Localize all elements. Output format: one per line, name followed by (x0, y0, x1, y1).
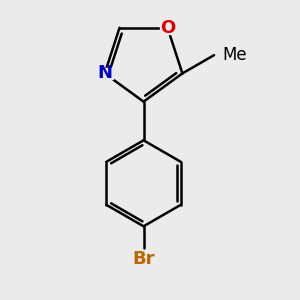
Text: O: O (160, 19, 175, 37)
Bar (160, 22, 175, 34)
Text: Me: Me (223, 46, 247, 64)
Text: Br: Br (132, 250, 155, 268)
Text: N: N (97, 64, 112, 82)
Bar (97, 68, 113, 79)
